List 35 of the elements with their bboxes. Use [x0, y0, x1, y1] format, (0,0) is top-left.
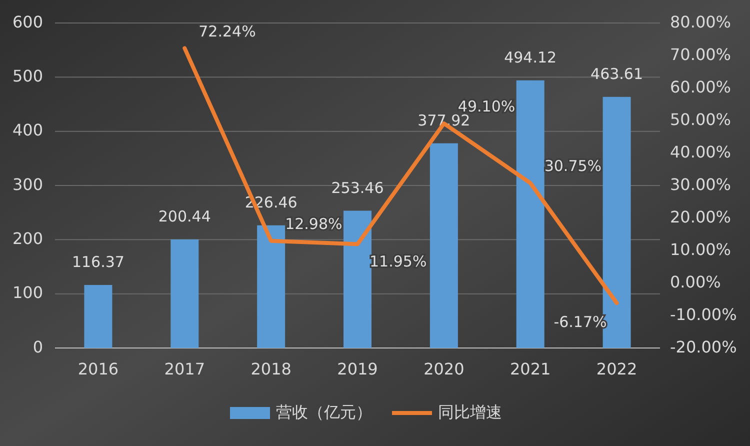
y-tick-label: 0 — [32, 337, 43, 356]
y-tick-label: 400 — [12, 120, 43, 140]
data-label: 72.24% — [198, 22, 256, 40]
data-label: 463.61 — [590, 64, 644, 83]
data-label: 12.98% — [285, 214, 342, 233]
y2-tick-label: 60.00% — [670, 77, 732, 96]
y2-tick-label: -20.00% — [670, 337, 737, 356]
data-label: 494.12 — [504, 48, 557, 66]
x-tick-label: 2022 — [596, 359, 638, 378]
data-label: 200.44 — [158, 208, 211, 226]
data-label: 30.75% — [544, 157, 602, 176]
data-label: 116.37 — [72, 253, 124, 272]
y2-tick-label: 80.00% — [670, 12, 732, 32]
x-tick-label: 2016 — [78, 359, 119, 378]
x-tick-label: 2019 — [337, 359, 378, 378]
y2-tick-label: 70.00% — [670, 44, 732, 64]
x-tick-label: 2020 — [424, 359, 464, 378]
legend-label: 营收（亿元） — [276, 402, 372, 422]
x-tick-label: 2021 — [510, 359, 551, 378]
legend-label: 同比增速 — [438, 402, 502, 422]
data-label: 253.46 — [331, 178, 384, 197]
y2-tick-label: 30.00% — [670, 174, 732, 194]
y2-tick-label: 10.00% — [670, 240, 732, 259]
y-tick-label: 200 — [12, 229, 43, 248]
y-tick-label: 600 — [12, 12, 43, 32]
y2-tick-label: 50.00% — [670, 110, 732, 129]
x-tick-label: 2017 — [164, 359, 205, 378]
y2-tick-label: 0.00% — [670, 272, 721, 292]
y-tick-label: 500 — [12, 66, 43, 86]
y2-tick-label: -10.00% — [670, 304, 737, 324]
y-tick-label: 100 — [12, 283, 43, 302]
x-tick-label: 2018 — [250, 359, 292, 378]
y2-tick-label: 20.00% — [670, 207, 732, 226]
y2-tick-label: 40.00% — [670, 142, 732, 162]
y-tick-label: 300 — [12, 174, 43, 194]
